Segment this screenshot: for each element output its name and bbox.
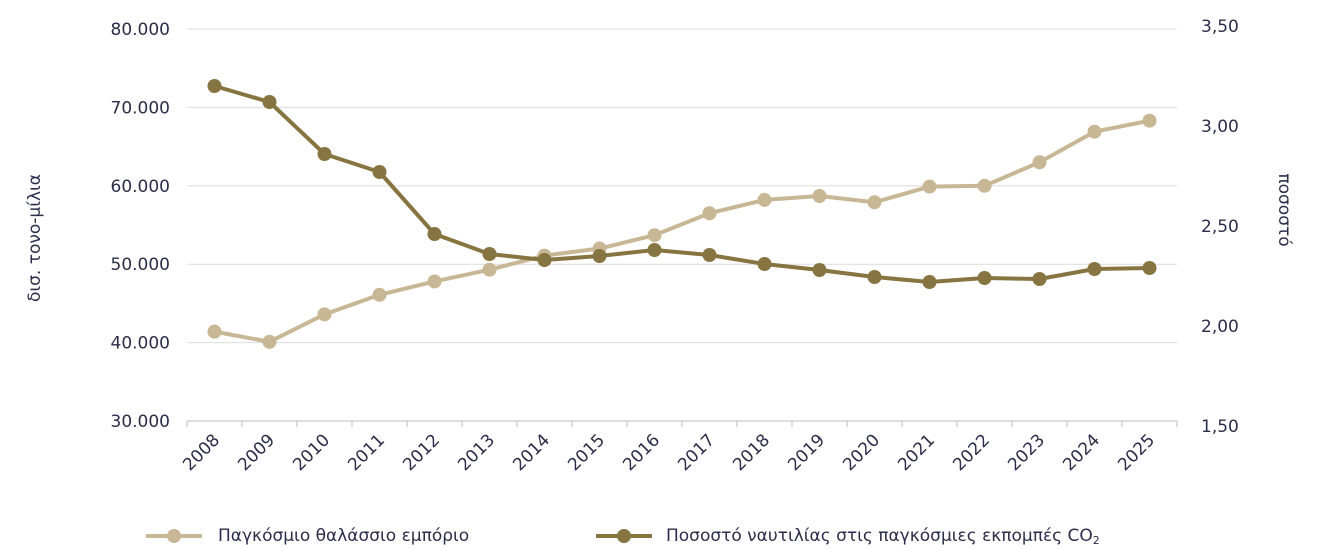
data-point	[757, 192, 772, 207]
data-point	[482, 262, 497, 277]
legend-swatch-trade	[146, 529, 202, 543]
x-tick-label: 2013	[454, 430, 499, 475]
data-point	[977, 178, 992, 193]
data-point	[647, 243, 662, 257]
data-point	[317, 307, 332, 322]
right-axis-ticks: 3,50 3,00 2,50 2,00 1,50	[1201, 17, 1239, 437]
left-axis-title: δισ. τονο-μίλια	[25, 174, 45, 302]
series-1	[207, 79, 1157, 289]
data-point	[372, 165, 387, 179]
legend-item-trade: Παγκόσμιο θαλάσσιο εμπόριο	[146, 524, 469, 548]
left-tick-label: 60.000	[111, 177, 170, 197]
x-axis-ticks: 2008 2009 2010 2011 2012 2013 2014 2015 2016 2017…	[179, 430, 1159, 475]
data-point	[702, 206, 717, 221]
left-tick-label: 30.000	[111, 412, 170, 432]
data-point	[702, 248, 717, 262]
right-tick-label: 3,00	[1201, 117, 1239, 137]
data-point	[1087, 262, 1102, 276]
data-point	[207, 79, 222, 93]
left-tick-label: 70.000	[111, 98, 170, 118]
x-tick-label: 2021	[894, 430, 939, 475]
x-tick-label: 2008	[179, 430, 224, 475]
data-point	[427, 227, 442, 241]
legend-subscript: 2	[1092, 533, 1100, 547]
x-tick-label: 2022	[949, 430, 994, 475]
legend-label-co2: Ποσοστό ναυτιλίας στις παγκόσμιες εκπομπ…	[666, 525, 1100, 547]
data-point	[482, 247, 497, 261]
data-point	[372, 287, 387, 302]
x-tick-label: 2014	[509, 430, 554, 475]
left-axis-ticks: 80.000 70.000 60.000 50.000 40.000 30.000	[111, 20, 170, 432]
data-point	[812, 188, 827, 203]
x-tick-label: 2018	[729, 430, 774, 475]
data-point	[207, 324, 222, 339]
left-tick-label: 50.000	[111, 255, 170, 275]
gridlines	[186, 28, 1178, 427]
series-line	[214, 118, 1150, 344]
data-point	[867, 195, 882, 210]
x-tick-label: 2017	[674, 430, 719, 475]
x-tick-label: 2011	[344, 430, 389, 475]
legend-swatch-co2	[596, 529, 652, 543]
x-tick-label: 2010	[289, 430, 334, 475]
data-point	[977, 271, 992, 285]
x-tick-label: 2023	[1004, 430, 1049, 475]
left-tick-label: 80.000	[111, 20, 170, 40]
data-point	[922, 179, 937, 194]
right-tick-label: 1,50	[1201, 417, 1239, 437]
data-point	[647, 228, 662, 243]
data-point	[812, 263, 827, 277]
data-point	[1142, 261, 1157, 275]
data-point	[262, 95, 277, 109]
data-point	[922, 275, 937, 289]
series-0	[207, 113, 1157, 349]
right-tick-label: 2,00	[1201, 317, 1239, 337]
x-tick-label: 2016	[619, 430, 664, 475]
left-tick-label: 40.000	[111, 334, 170, 354]
right-axis-title: ποσοστό	[1274, 173, 1294, 246]
data-point	[317, 147, 332, 161]
data-point	[1032, 155, 1047, 170]
legend-item-co2: Ποσοστό ναυτιλίας στις παγκόσμιες εκπομπ…	[596, 524, 1100, 548]
data-point	[537, 253, 552, 267]
data-point	[262, 334, 277, 349]
legend-label-trade: Παγκόσμιο θαλάσσιο εμπόριο	[218, 526, 470, 546]
right-tick-label: 3,50	[1201, 17, 1239, 37]
series-layer	[207, 79, 1157, 349]
x-tick-label: 2020	[839, 430, 884, 475]
data-point	[1087, 124, 1102, 139]
x-tick-label: 2012	[399, 430, 444, 475]
x-tick-label: 2015	[564, 430, 609, 475]
data-point	[1032, 272, 1047, 286]
x-tick-label: 2024	[1059, 430, 1104, 475]
right-tick-label: 2,50	[1201, 217, 1239, 237]
x-tick-label: 2009	[234, 430, 279, 475]
data-point	[867, 270, 882, 284]
data-point	[427, 274, 442, 289]
data-point	[1142, 113, 1157, 128]
data-point	[757, 257, 772, 271]
x-tick-label: 2019	[784, 430, 829, 475]
data-point	[592, 249, 607, 263]
series-line	[213, 84, 1150, 284]
x-tick-label: 2025	[1114, 430, 1159, 475]
